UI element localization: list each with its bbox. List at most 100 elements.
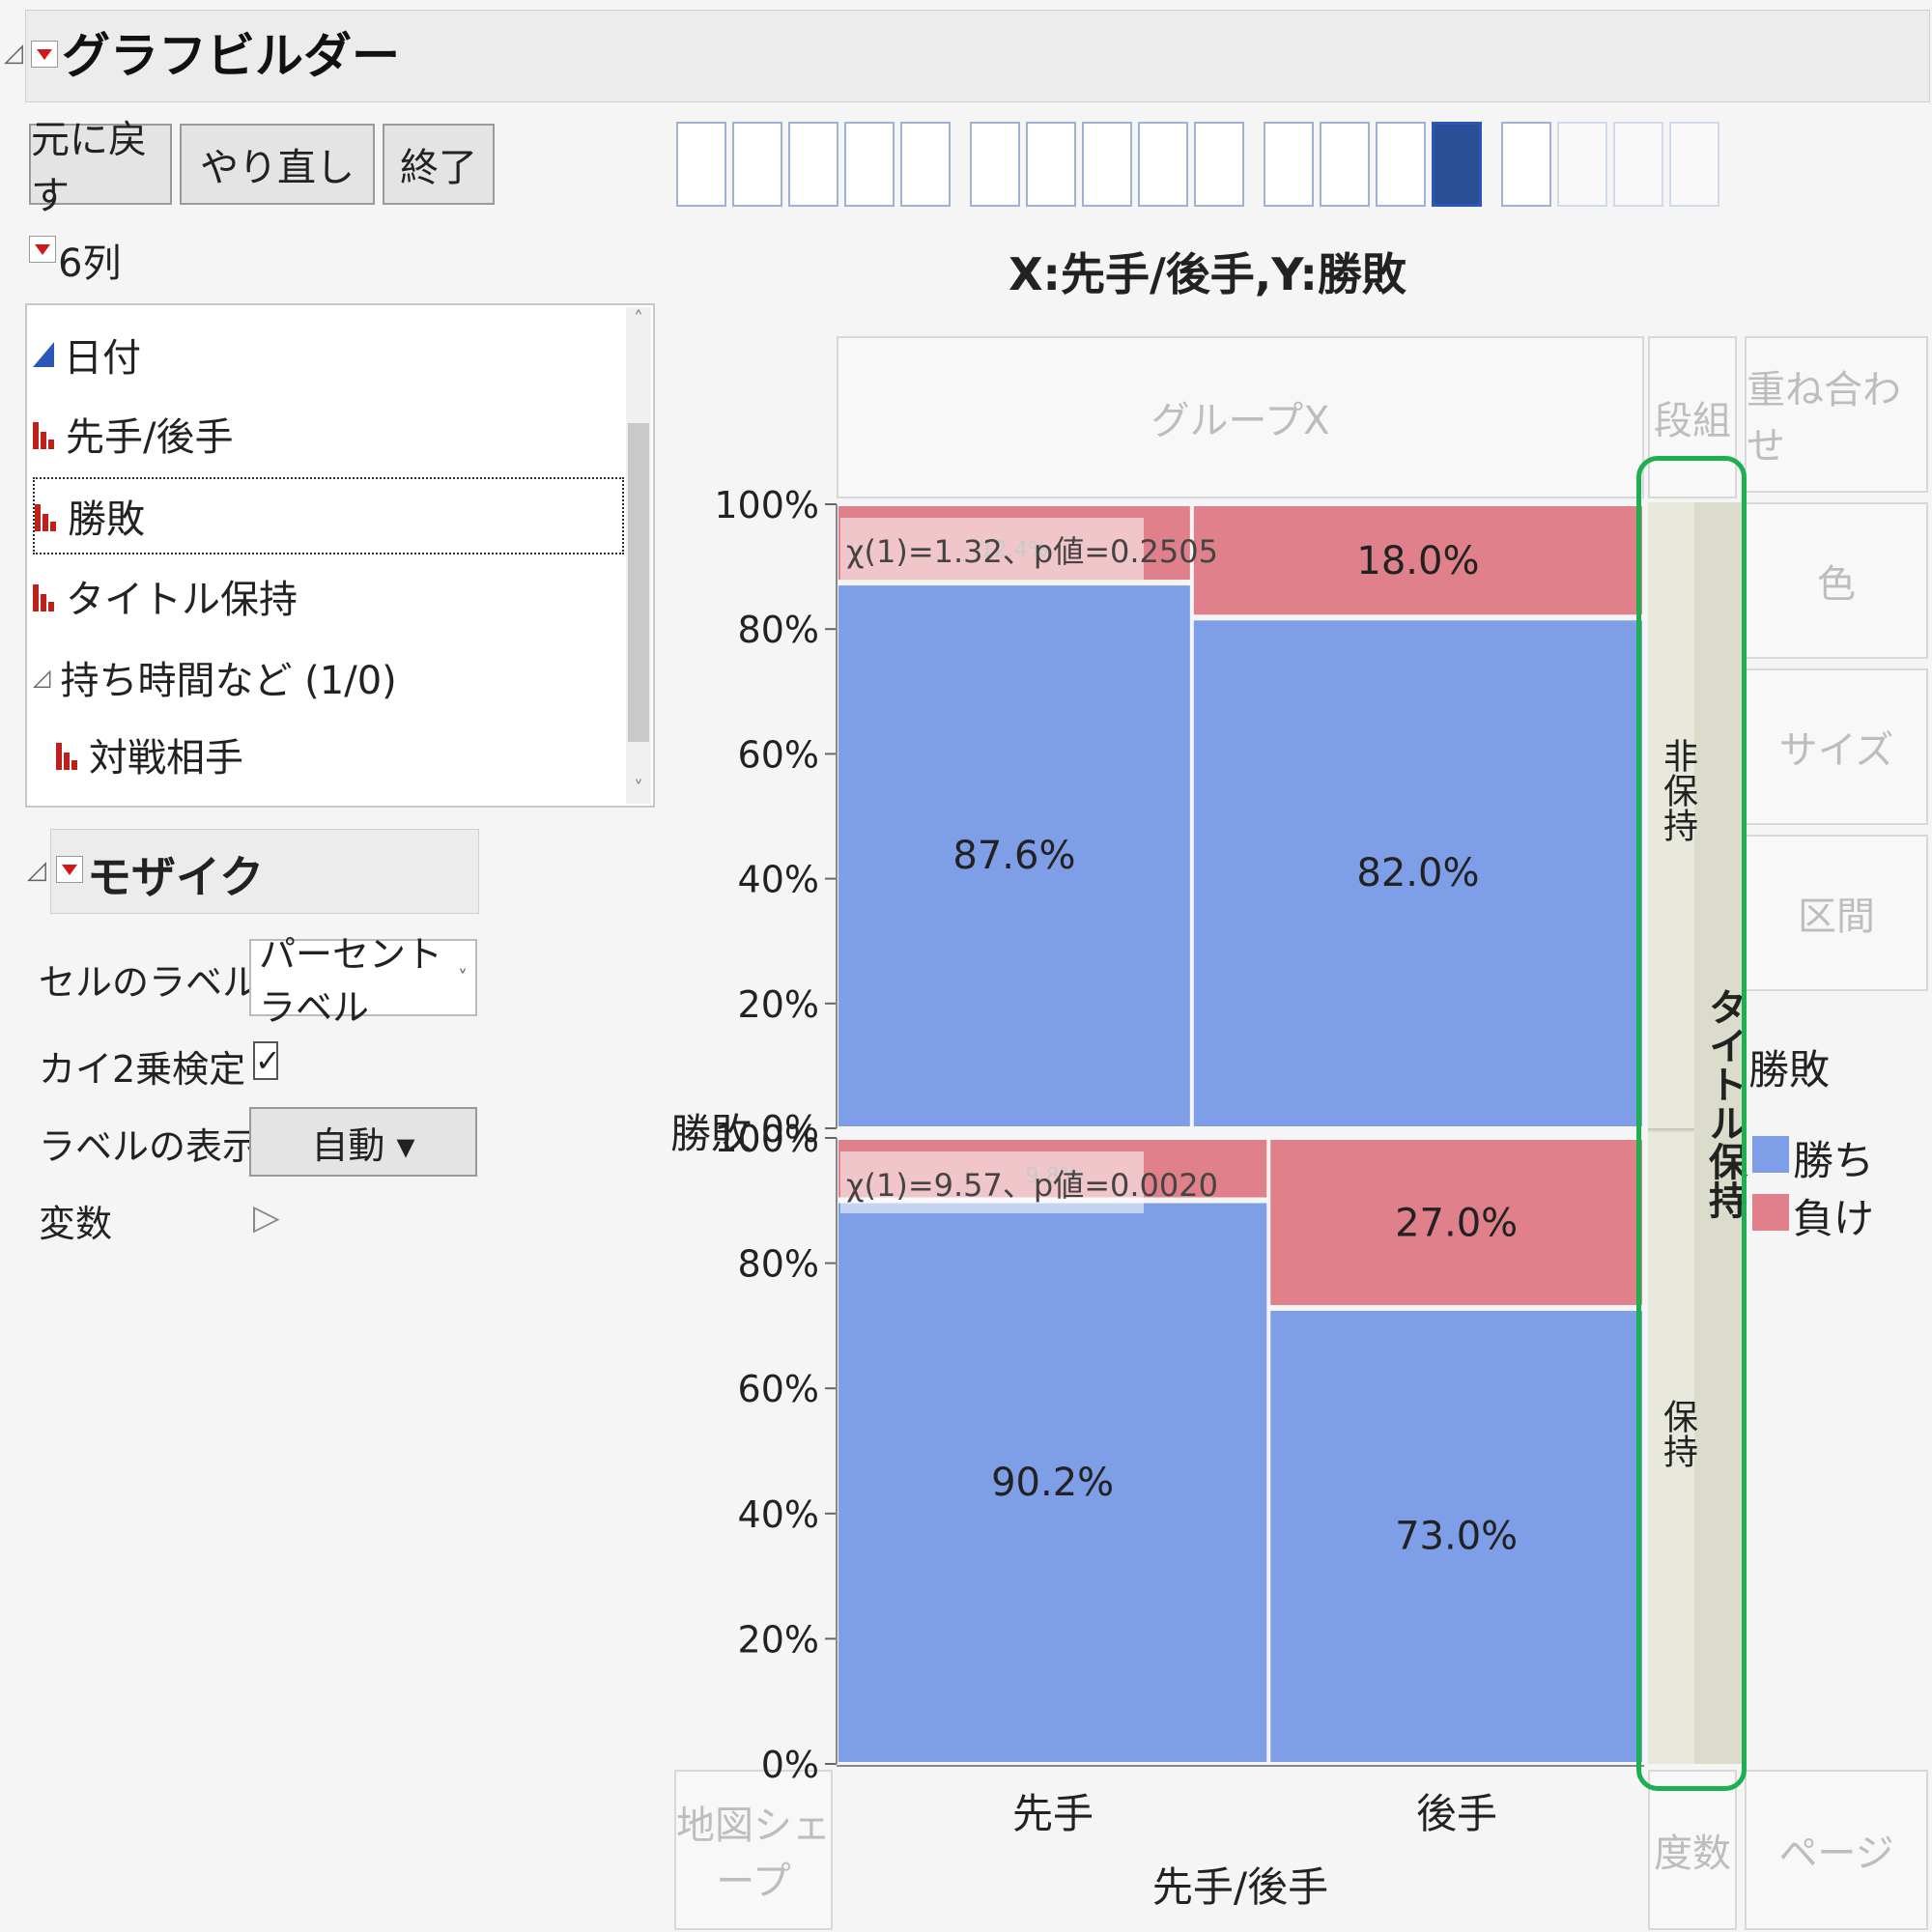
group-y-panel-2 — [1648, 1132, 1694, 1764]
column-item-result[interactable]: 勝敗 — [33, 477, 624, 554]
y-tick-label: 20% — [738, 1618, 819, 1661]
treemap-icon[interactable] — [1376, 122, 1426, 207]
x-tick-gote: 後手 — [1415, 1790, 1497, 1837]
graph-type-toolbar — [676, 122, 1719, 218]
legend-label-win: 勝ち — [1793, 1137, 1875, 1184]
group-y-level-hold: 保持 — [1658, 1399, 1697, 1468]
mosaic-cell-lose — [1193, 506, 1642, 615]
zone-overlay[interactable]: 重ね合わせ — [1745, 336, 1928, 493]
cell-label-win: 90.2% — [991, 1461, 1114, 1505]
column-count: 6列 — [58, 242, 122, 286]
heatmap-icon[interactable] — [1264, 122, 1314, 207]
line-icon[interactable] — [970, 122, 1020, 207]
formula-icon[interactable] — [1557, 122, 1607, 207]
mosaic-cell-lose — [1270, 1140, 1642, 1305]
nominal-icon — [56, 739, 79, 770]
legend-title: 勝敗 — [1748, 1046, 1831, 1094]
chi-square-stat: χ(1)=1.32、p値=0.2505 — [846, 533, 1218, 570]
caption-box-icon[interactable] — [1501, 122, 1551, 207]
mosaic-cell-win — [838, 1203, 1267, 1762]
y-tick-label: 60% — [738, 733, 819, 776]
chart-title: X:先手/後手,Y:勝敗 — [1009, 248, 1406, 300]
nominal-icon — [33, 581, 56, 611]
red-triangle-menu-icon[interactable] — [31, 41, 58, 68]
zone-freq[interactable]: 度数 — [1648, 1770, 1737, 1930]
nominal-icon — [33, 418, 56, 449]
y-tick-label: 60% — [738, 1368, 819, 1410]
column-item-date[interactable]: 日付 — [33, 327, 141, 383]
zone-wrap[interactable]: 段組 — [1648, 336, 1737, 498]
cell-label-win: 87.6% — [952, 834, 1075, 878]
group-disclosure-icon[interactable]: ◿ — [33, 664, 51, 691]
group-y-title: タイトル保持 — [1702, 987, 1747, 1219]
cell-label-lose: 27.0% — [1395, 1201, 1518, 1245]
pie-icon[interactable] — [1320, 122, 1370, 207]
mosaic-cell-win — [838, 585, 1190, 1126]
box-plot-icon[interactable] — [1138, 122, 1188, 207]
y-tick-label: 40% — [738, 859, 819, 901]
variables-expand-icon[interactable]: ▷ — [253, 1198, 280, 1237]
chi-square-box — [840, 1151, 1144, 1213]
line-of-fit-icon[interactable] — [788, 122, 838, 207]
title-bar — [25, 10, 1930, 102]
legend-swatch-win — [1752, 1136, 1789, 1173]
contour-icon[interactable] — [900, 122, 951, 207]
column-item-title-hold[interactable]: タイトル保持 — [33, 568, 298, 624]
histogram-icon[interactable] — [1194, 122, 1244, 207]
mosaic-menu-icon[interactable] — [56, 856, 83, 883]
cell-label-select[interactable]: パーセントラベル ˅ — [249, 933, 477, 1029]
zone-interval[interactable]: 区間 — [1745, 835, 1928, 991]
legend-label-lose: 負け — [1793, 1195, 1875, 1242]
legend-swatch-lose — [1752, 1194, 1789, 1231]
column-list[interactable]: 日付 先手/後手 勝敗 タイトル保持 ◿ 持ち時間など (1/0) 対戦相手 ˄ … — [25, 303, 655, 808]
map-shapes-icon[interactable] — [1613, 122, 1663, 207]
y-tick-label: 40% — [738, 1493, 819, 1536]
group-y-level-nonhold: 非保持 — [1658, 738, 1697, 842]
column-item-opponent[interactable]: 対戦相手 — [56, 726, 243, 782]
zone-map-shape[interactable]: 地図シェープ — [674, 1770, 833, 1930]
x-axis-label: 先手/後手 — [1151, 1863, 1329, 1911]
y-tick-label: 80% — [738, 1243, 819, 1286]
done-button[interactable]: 終了 — [383, 124, 495, 205]
variables-caption: 変数 — [39, 1203, 113, 1245]
outline-disclosure-icon[interactable]: ◿ — [4, 39, 23, 68]
mosaic-cell-win — [1193, 620, 1642, 1126]
column-group-time[interactable]: ◿ 持ち時間など (1/0) — [33, 659, 397, 703]
cell-label-caption: セルのラベル — [39, 961, 260, 1004]
zone-page[interactable]: ページ — [1745, 1770, 1928, 1930]
cell-label-win: 82.0% — [1356, 851, 1479, 895]
chi-square-box — [840, 518, 1144, 580]
chi-square-checkbox[interactable]: ✓ — [253, 1041, 281, 1080]
y-tick-label: 0% — [761, 1744, 819, 1786]
cell-label-win: 73.0% — [1395, 1514, 1518, 1558]
points-icon[interactable] — [676, 122, 726, 207]
columns-menu-icon[interactable] — [29, 236, 56, 263]
zone-size[interactable]: サイズ — [1745, 668, 1928, 825]
nominal-icon — [35, 500, 58, 531]
mosaic-cell-win — [1270, 1310, 1642, 1762]
area-icon[interactable] — [1082, 122, 1132, 207]
list-scrollbar[interactable]: ˄ ˅ — [626, 307, 651, 804]
mosaic-title: モザイク — [87, 851, 265, 903]
smoother-icon[interactable] — [732, 122, 782, 207]
mosaic-header — [50, 829, 479, 914]
zone-group-x[interactable]: グループX — [837, 336, 1644, 498]
mosaic-disclosure-icon[interactable]: ◿ — [27, 856, 46, 885]
chevron-down-icon: ˅ — [458, 966, 468, 989]
x-tick-sente: 先手 — [1011, 1790, 1094, 1837]
chi-square-caption: カイ2乗検定 — [39, 1048, 246, 1091]
scroll-down-icon[interactable]: ˅ — [634, 777, 643, 800]
redo-button[interactable]: やり直し — [180, 124, 375, 205]
ellipse-icon[interactable] — [844, 122, 895, 207]
parallel-plot-icon[interactable] — [1669, 122, 1719, 207]
column-item-sente-gote[interactable]: 先手/後手 — [33, 406, 233, 462]
y-tick-label: 20% — [738, 983, 819, 1026]
mosaic-icon[interactable] — [1432, 122, 1482, 207]
label-format-button[interactable]: 自動 ▾ — [249, 1107, 477, 1177]
scroll-up-icon[interactable]: ˄ — [634, 307, 643, 330]
cell-label-lose: 18.0% — [1356, 539, 1479, 583]
scroll-thumb[interactable] — [628, 423, 649, 742]
continuous-icon — [33, 342, 54, 367]
bar-icon[interactable] — [1026, 122, 1076, 207]
